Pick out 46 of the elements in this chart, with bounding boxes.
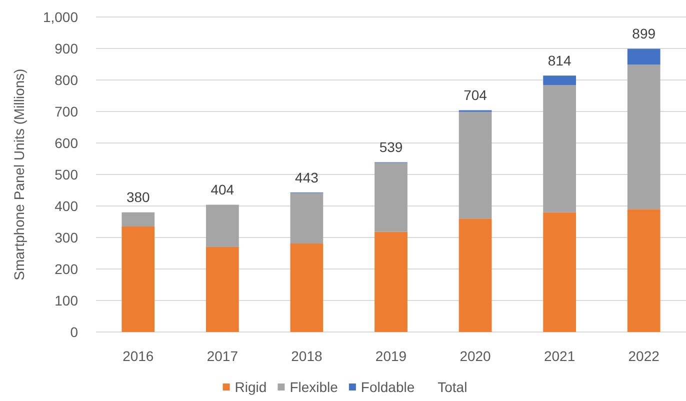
y-tick-label: 600 <box>54 134 78 151</box>
bar <box>122 212 155 226</box>
y-tick-label: 400 <box>54 198 78 214</box>
total-label: 404 <box>210 182 234 198</box>
y-tick-label: 500 <box>54 166 78 182</box>
y-axis-title: Smartphone Panel Units (Millions) <box>11 68 27 280</box>
x-tick-label: 2018 <box>291 348 322 364</box>
y-tick-label: 900 <box>54 40 78 56</box>
bar <box>543 212 576 332</box>
y-tick-label: 800 <box>54 72 78 88</box>
legend-label: Foldable <box>360 378 415 395</box>
bar <box>206 246 239 332</box>
y-tick-label: 700 <box>54 103 78 120</box>
bar <box>627 209 660 332</box>
bar <box>627 48 660 65</box>
text: Total <box>438 378 468 395</box>
y-tick-label: 1,000 <box>42 8 78 25</box>
legend-label: Flexible <box>290 378 338 395</box>
y-tick-label: 200 <box>54 260 78 277</box>
total-label: 704 <box>464 87 488 104</box>
x-tick-label: 2019 <box>375 348 407 364</box>
bar <box>374 232 408 332</box>
total-label: 539 <box>379 139 403 156</box>
bar <box>458 218 492 332</box>
total-label: 443 <box>295 169 319 186</box>
bar <box>374 162 408 232</box>
bar <box>458 112 492 219</box>
x-tick-label: 2020 <box>460 348 492 364</box>
bar <box>122 226 155 332</box>
x-tick-label: 2016 <box>122 348 154 364</box>
y-tick-label: 100 <box>54 292 78 308</box>
total-label: 899 <box>632 26 656 42</box>
bar <box>543 76 576 86</box>
y-tick-label: 0 <box>70 324 78 340</box>
total-label: 814 <box>548 52 572 68</box>
x-tick-label: 2022 <box>628 348 660 364</box>
bar <box>543 85 576 212</box>
total-label: 380 <box>126 189 150 206</box>
bar <box>290 193 324 244</box>
legend-label: Rigid <box>234 378 267 395</box>
y-tick-label: 300 <box>54 229 78 246</box>
bar <box>290 243 324 332</box>
x-tick-label: 2021 <box>544 348 576 364</box>
bar <box>627 64 660 210</box>
bar <box>206 204 239 247</box>
x-tick-label: 2017 <box>206 348 238 364</box>
